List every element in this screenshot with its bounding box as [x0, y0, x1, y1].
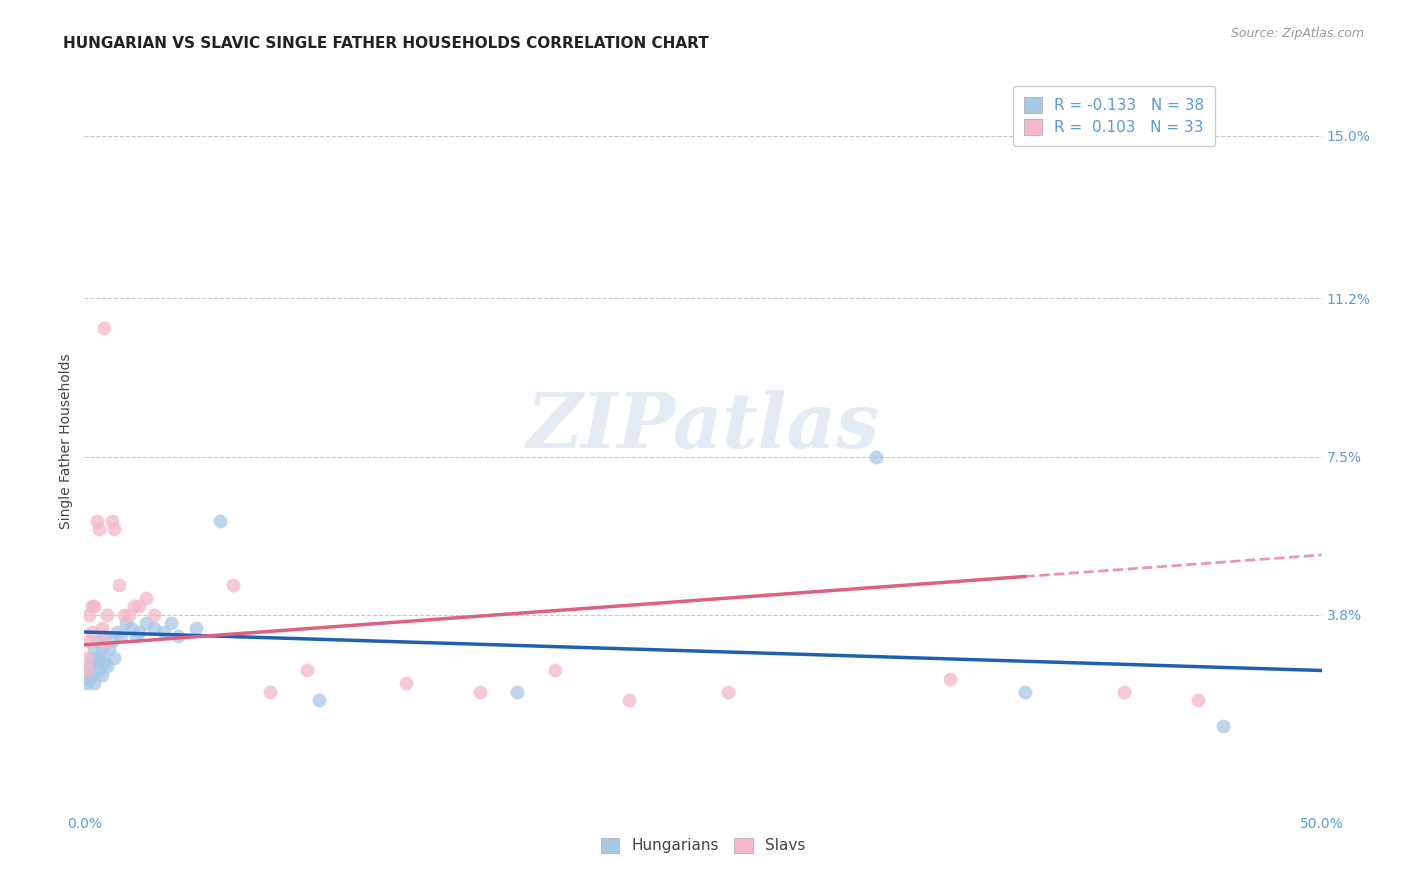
Point — [80, 624, 103, 639]
Point — [135, 616, 157, 631]
Point — [100, 514, 122, 528]
Point — [142, 607, 165, 622]
Point — [115, 616, 138, 631]
Y-axis label: Single Father Households: Single Father Households — [59, 354, 73, 529]
Point — [96, 607, 118, 622]
Point — [100, 633, 122, 648]
Point — [86, 655, 108, 669]
Point — [79, 659, 101, 673]
Point — [80, 667, 103, 681]
Point — [120, 621, 142, 635]
Point — [617, 693, 640, 707]
Point — [222, 578, 245, 592]
Point — [717, 685, 740, 699]
Point — [135, 591, 157, 605]
Point — [543, 664, 565, 678]
Legend: Hungarians, Slavs: Hungarians, Slavs — [595, 831, 811, 860]
Point — [80, 650, 103, 665]
Point — [128, 599, 150, 614]
Point — [93, 655, 115, 669]
Point — [93, 633, 115, 648]
Point — [103, 522, 125, 536]
Text: HUNGARIAN VS SLAVIC SINGLE FATHER HOUSEHOLDS CORRELATION CHART: HUNGARIAN VS SLAVIC SINGLE FATHER HOUSEH… — [63, 36, 709, 51]
Point — [83, 676, 105, 690]
Point — [167, 629, 190, 643]
Point — [118, 607, 141, 622]
Point — [76, 650, 98, 665]
Point — [79, 607, 101, 622]
Point — [1112, 685, 1135, 699]
Point — [103, 650, 125, 665]
Point — [90, 667, 112, 681]
Point — [79, 672, 101, 686]
Point — [76, 676, 98, 690]
Point — [76, 664, 98, 678]
Point — [865, 450, 887, 464]
Point — [93, 629, 115, 643]
Point — [308, 693, 330, 707]
Point — [470, 685, 492, 699]
Point — [160, 616, 183, 631]
Point — [86, 633, 108, 648]
Point — [295, 664, 318, 678]
Point — [939, 672, 962, 686]
Point — [209, 514, 232, 528]
Point — [184, 621, 207, 635]
Point — [1187, 693, 1209, 707]
Point — [89, 522, 111, 536]
Point — [86, 514, 108, 528]
Point — [152, 624, 174, 639]
Point — [98, 642, 121, 657]
Point — [1014, 685, 1036, 699]
Point — [110, 629, 132, 643]
Point — [83, 642, 105, 657]
Point — [80, 599, 103, 614]
Point — [112, 607, 135, 622]
Point — [76, 664, 98, 678]
Point — [108, 578, 131, 592]
Point — [142, 621, 165, 635]
Point — [259, 685, 281, 699]
Point — [93, 321, 115, 335]
Point — [125, 629, 148, 643]
Point — [506, 685, 529, 699]
Point — [89, 664, 111, 678]
Point — [128, 624, 150, 639]
Point — [1212, 719, 1234, 733]
Text: Source: ZipAtlas.com: Source: ZipAtlas.com — [1230, 27, 1364, 40]
Point — [90, 621, 112, 635]
Point — [96, 659, 118, 673]
Point — [395, 676, 418, 690]
Point — [83, 599, 105, 614]
Point — [89, 650, 111, 665]
Text: ZIPatlas: ZIPatlas — [526, 390, 880, 464]
Point — [79, 633, 101, 648]
Point — [122, 599, 145, 614]
Point — [90, 642, 112, 657]
Point — [105, 624, 128, 639]
